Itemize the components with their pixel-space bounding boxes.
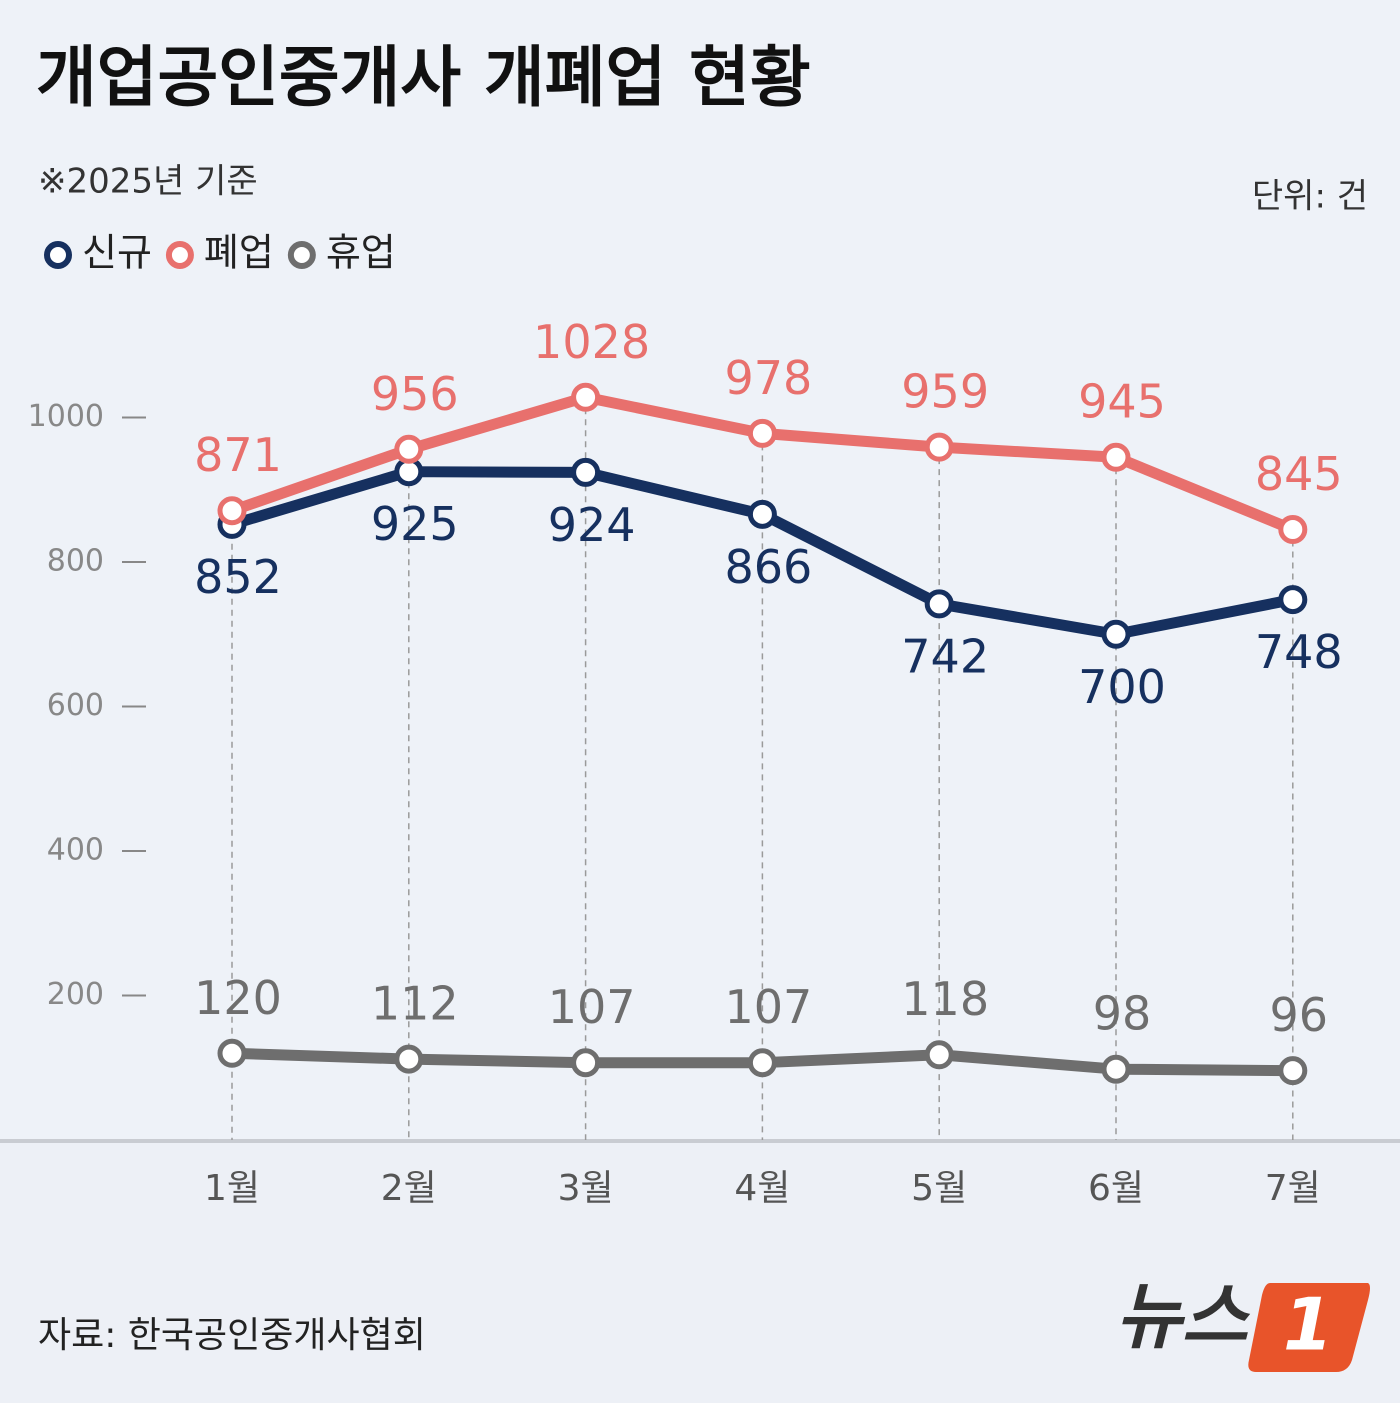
data-point (1278, 514, 1308, 544)
value-label: 866 (724, 540, 812, 594)
y-tick-label: 1000 (28, 399, 104, 434)
logo-badge (1248, 1283, 1370, 1372)
data-point (924, 589, 954, 619)
data-point (747, 499, 777, 529)
y-tick-label: 400 (47, 833, 104, 868)
source: 자료: 한국공인중개사협회 (38, 1315, 426, 1356)
data-point (1101, 442, 1131, 472)
data-point (747, 418, 777, 448)
value-label: 978 (724, 351, 812, 405)
data-point (217, 1038, 247, 1068)
data-point (1278, 585, 1308, 615)
data-point (571, 1048, 601, 1078)
value-label: 845 (1255, 447, 1343, 501)
chart-title: 개업공인중개사 개폐업 현황 (36, 39, 811, 116)
legend: 신규 폐업 휴업 (44, 231, 396, 275)
y-tick-label: 200 (47, 977, 104, 1012)
data-point (1101, 619, 1131, 649)
value-label: 925 (371, 497, 459, 551)
unit-label: 단위: 건 (1252, 177, 1368, 217)
y-tick-label: 600 (47, 688, 104, 723)
value-label: 98 (1093, 987, 1152, 1041)
value-label: 742 (901, 629, 989, 683)
legend-marker (165, 241, 194, 269)
legend-label: 신규 (82, 231, 152, 275)
data-point (571, 382, 601, 412)
y-tick-label: 800 (47, 544, 104, 579)
data-point (747, 1048, 777, 1078)
data-point (394, 1044, 424, 1074)
value-label: 956 (371, 367, 459, 421)
data-point (571, 457, 601, 487)
x-tick-label: 1월 (204, 1168, 260, 1209)
data-point (924, 1040, 954, 1070)
legend-marker (44, 241, 72, 269)
value-label: 871 (194, 428, 282, 482)
x-tick-label: 7월 (1265, 1168, 1321, 1209)
value-label: 107 (548, 980, 636, 1034)
legend-marker (287, 241, 316, 269)
data-point (924, 432, 954, 462)
bottom-band (0, 1140, 1400, 1403)
value-label: 748 (1255, 625, 1343, 679)
value-label: 96 (1270, 988, 1329, 1042)
value-label: 112 (371, 977, 459, 1031)
legend-label: 폐업 (204, 231, 274, 275)
data-point (394, 434, 424, 464)
value-label: 852 (194, 550, 282, 604)
value-label: 700 (1078, 660, 1166, 714)
value-label: 959 (901, 365, 989, 419)
data-point (1101, 1054, 1131, 1084)
logo-text: 뉴스 (1116, 1275, 1251, 1359)
legend-label: 휴업 (326, 231, 396, 275)
logo-number: 1 (1283, 1283, 1333, 1367)
value-label: 924 (548, 498, 636, 552)
x-tick-label: 5월 (911, 1168, 967, 1209)
value-label: 118 (901, 972, 989, 1026)
data-point (1278, 1056, 1308, 1086)
logo: 뉴스 1 (1116, 1275, 1370, 1372)
x-tick-label: 6월 (1088, 1168, 1144, 1209)
x-tick-label: 2월 (381, 1168, 437, 1209)
x-tick-label: 4월 (734, 1168, 790, 1209)
x-tick-label: 3월 (558, 1168, 614, 1209)
value-label: 107 (724, 980, 812, 1034)
value-label: 1028 (533, 315, 650, 369)
value-label: 945 (1078, 375, 1166, 429)
subtitle: ※2025년 기준 (38, 162, 258, 202)
value-label: 120 (194, 971, 282, 1025)
data-point (217, 496, 247, 526)
